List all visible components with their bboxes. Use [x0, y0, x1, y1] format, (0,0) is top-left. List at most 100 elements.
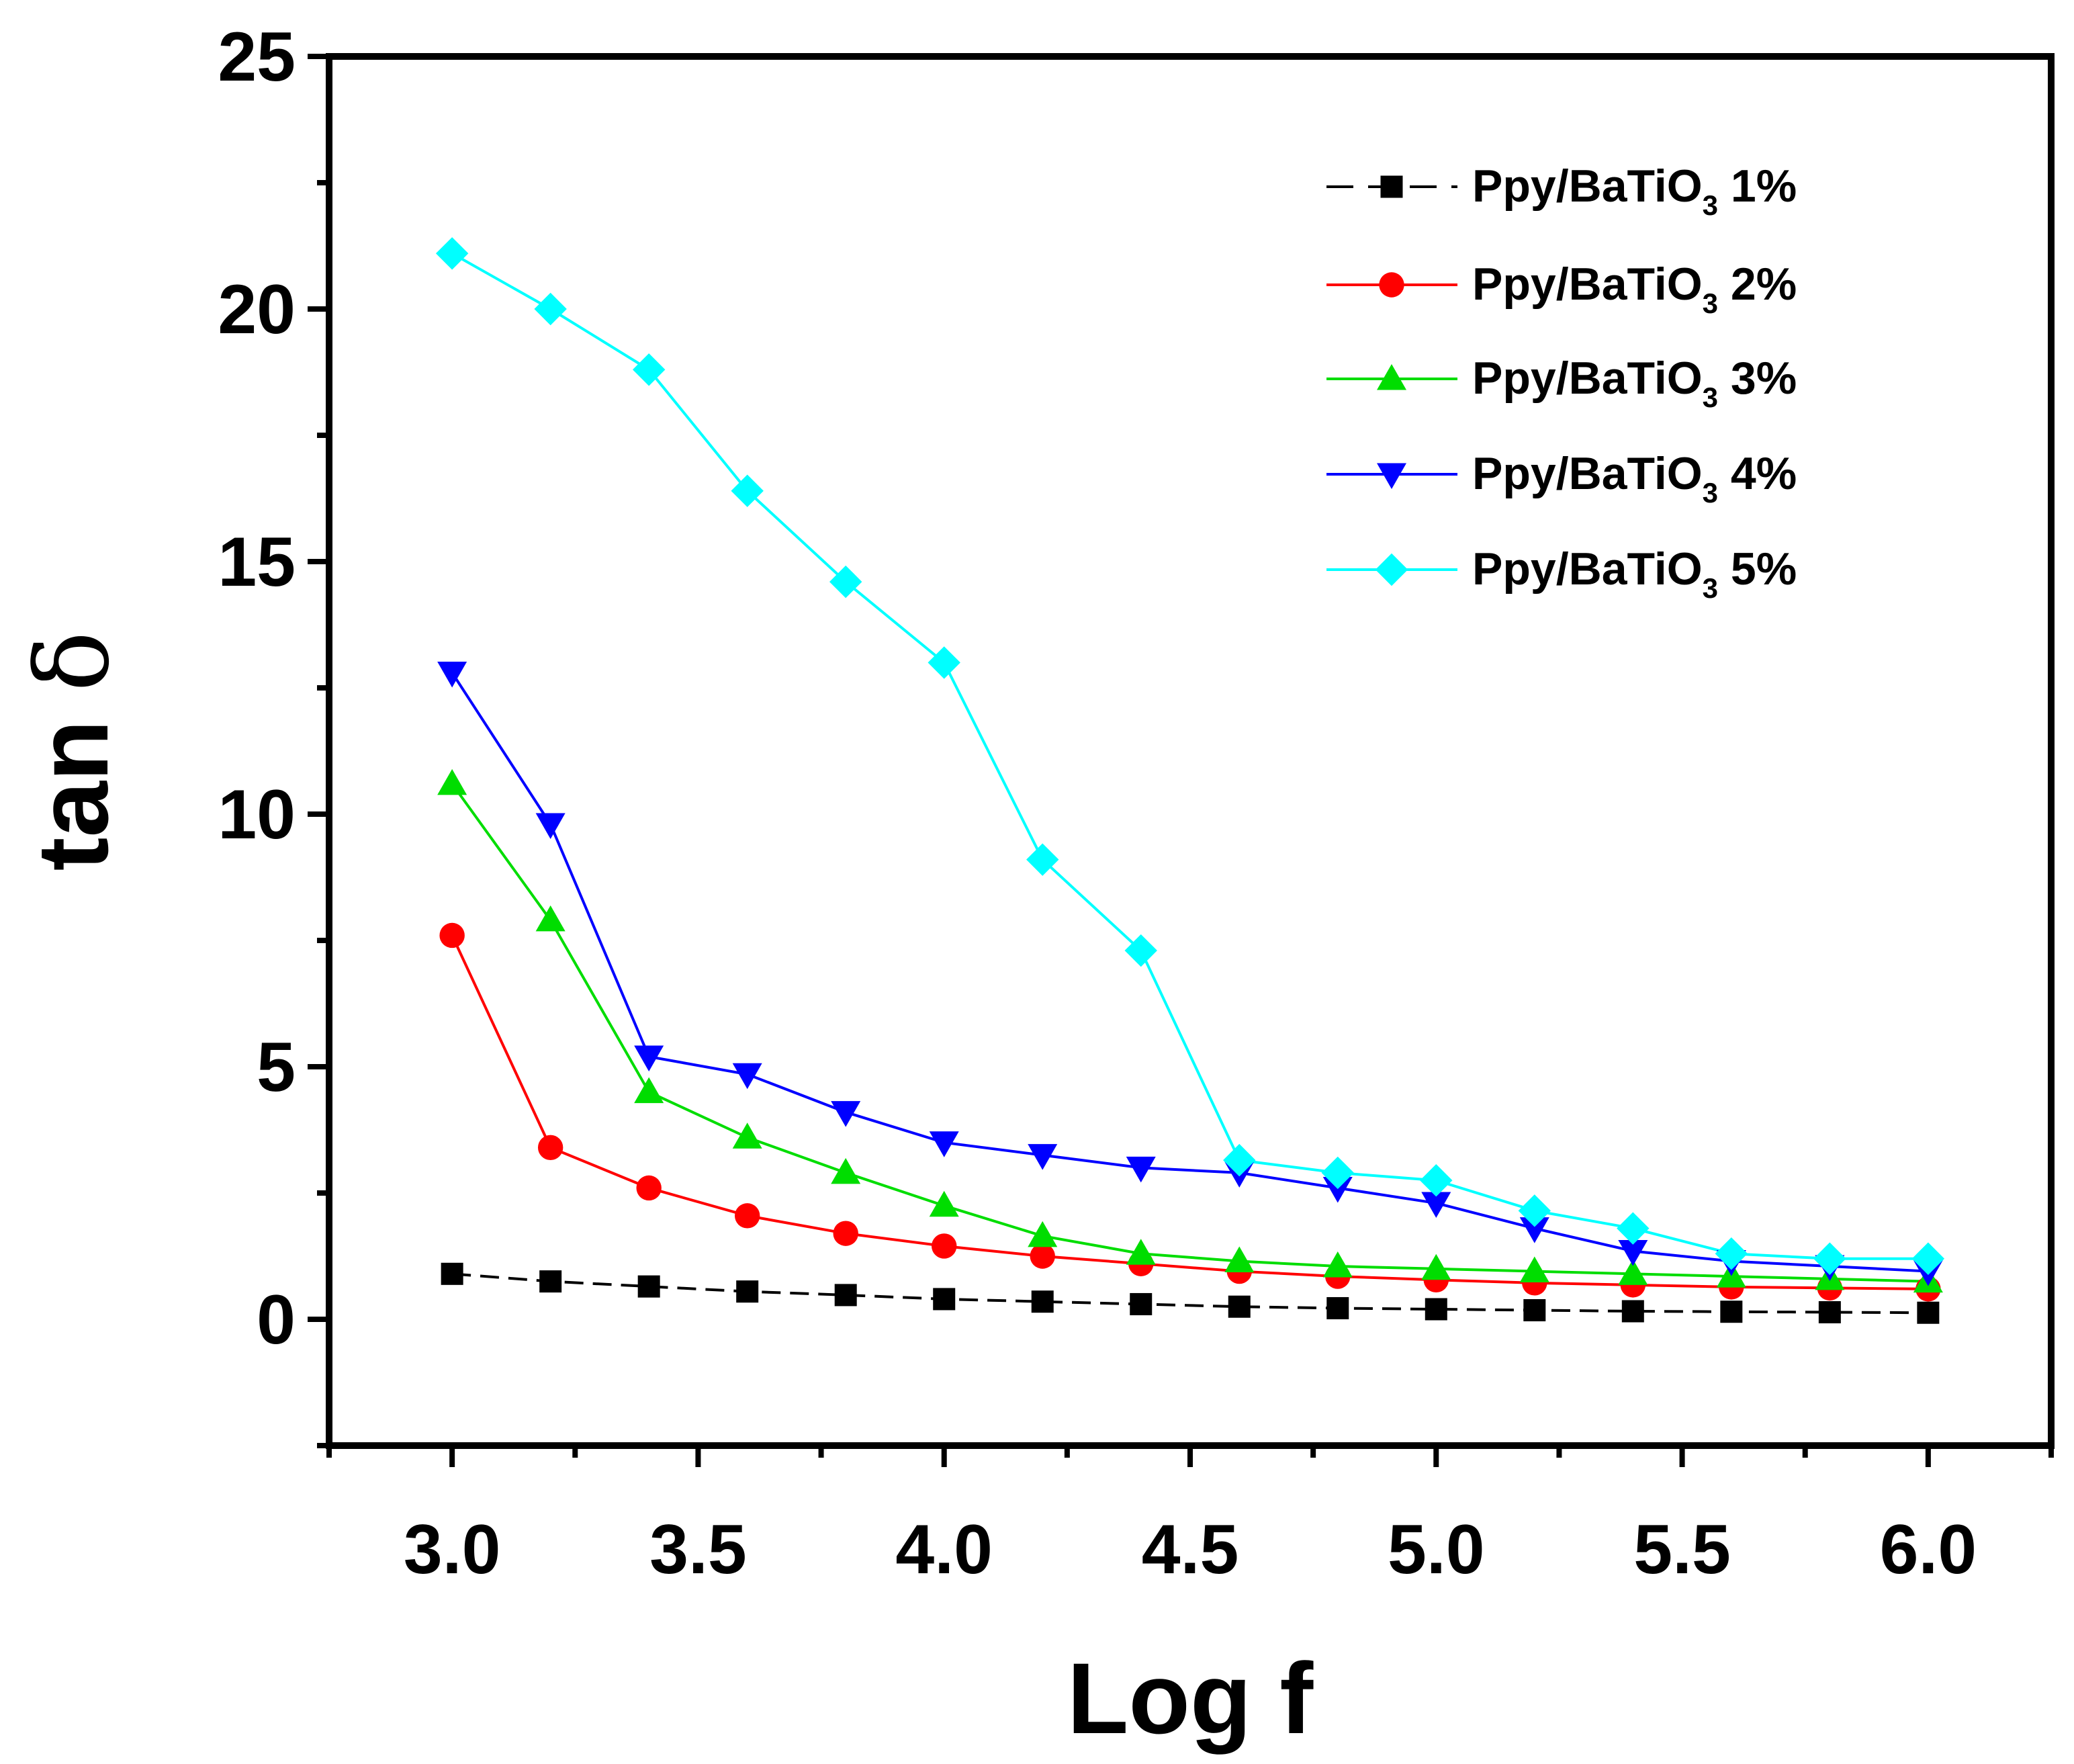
data-point	[632, 353, 666, 386]
x-tick-label: 4.0	[895, 1511, 993, 1589]
data-point	[734, 1203, 760, 1229]
series-line	[451, 252, 1928, 1260]
x-tick-label: 6.0	[1880, 1511, 1977, 1589]
data-point	[1028, 1221, 1058, 1247]
data-point	[1130, 1292, 1153, 1315]
x-tick-label: 3.5	[649, 1511, 747, 1589]
legend-entry-3pct: Ppy/BaTiO3 3%	[1472, 353, 1797, 413]
y-axis-ticks	[308, 54, 329, 1448]
data-point	[1223, 1143, 1256, 1177]
x-tick-label: 5.0	[1388, 1511, 1485, 1589]
data-point	[636, 1175, 662, 1201]
data-point	[1523, 1298, 1546, 1321]
legend-entry-2pct: Ppy/BaTiO3 2%	[1472, 259, 1797, 319]
legend-entry-1pct: Ppy/BaTiO3 1%	[1472, 161, 1797, 221]
data-point	[831, 1101, 861, 1127]
legend-swatches	[1326, 175, 1457, 586]
y-tick-label: 0	[257, 1281, 296, 1359]
data-point	[1421, 1192, 1451, 1219]
series-line	[451, 934, 1928, 1290]
x-tick-label: 5.5	[1633, 1511, 1731, 1589]
data-point	[732, 1122, 762, 1149]
data-point	[1124, 934, 1157, 967]
data-point	[834, 1284, 857, 1307]
legend: Ppy/BaTiO3 1% Ppy/BaTiO3 2% Ppy/BaTiO3 3…	[1326, 161, 1797, 604]
legend-label: Ppy/BaTiO3 4%	[1472, 448, 1797, 509]
data-point	[535, 905, 566, 932]
data-point	[437, 768, 467, 795]
data-point	[1224, 1246, 1255, 1273]
y-axis-tick-labels: 0 5 10 15 20 25	[218, 18, 296, 1359]
data-point	[932, 1233, 957, 1259]
legend-marker	[1375, 553, 1408, 586]
y-axis-title-main: tan	[16, 692, 129, 871]
series-lines	[451, 252, 1928, 1315]
series-markers	[435, 237, 1945, 1324]
data-point	[933, 1288, 956, 1311]
legend-entry-5pct: Ppy/BaTiO3 5%	[1472, 543, 1797, 604]
data-point	[833, 1221, 858, 1246]
legend-marker	[1380, 175, 1403, 198]
data-point	[435, 237, 469, 270]
data-point	[1715, 1237, 1748, 1270]
y-tick-label: 25	[218, 18, 296, 96]
series-line	[451, 783, 1928, 1283]
data-point	[1028, 1144, 1058, 1170]
x-tick-label: 3.0	[404, 1511, 501, 1589]
legend-entry-4pct: Ppy/BaTiO3 4%	[1472, 448, 1797, 509]
data-point	[1421, 1253, 1451, 1280]
legend-marker	[1379, 272, 1404, 298]
series-line	[451, 672, 1928, 1273]
data-point	[441, 1262, 463, 1285]
legend-label: Ppy/BaTiO3 2%	[1472, 259, 1797, 319]
x-axis-ticks	[326, 1446, 2054, 1467]
data-point	[1911, 1242, 1945, 1275]
x-tick-label: 4.5	[1142, 1511, 1239, 1589]
data-point	[1420, 1164, 1453, 1197]
data-point	[829, 565, 862, 599]
y-axis-title: tan δ	[15, 631, 132, 871]
legend-marker	[1377, 463, 1406, 489]
data-point	[1425, 1298, 1447, 1321]
y-axis-title-symbol: δ	[15, 631, 132, 692]
data-point	[1322, 1251, 1353, 1278]
data-point	[736, 1280, 759, 1303]
legend-marker	[1377, 364, 1406, 390]
data-point	[637, 1275, 660, 1298]
data-point	[1326, 1296, 1349, 1319]
data-point	[1026, 843, 1059, 876]
y-tick-label: 10	[218, 776, 296, 854]
data-point	[928, 646, 960, 679]
x-axis-title: Log f	[1067, 1642, 1314, 1755]
data-point	[537, 1135, 563, 1161]
data-point	[1818, 1300, 1841, 1323]
y-tick-label: 5	[257, 1028, 296, 1106]
data-point	[1228, 1295, 1251, 1318]
data-point	[929, 1190, 959, 1217]
data-point	[929, 1131, 959, 1157]
data-point	[1618, 1259, 1648, 1285]
data-point	[1917, 1301, 1940, 1324]
data-point	[732, 1063, 762, 1090]
data-point	[1322, 1176, 1353, 1203]
data-point	[535, 813, 566, 840]
data-point	[1030, 1243, 1055, 1269]
data-point	[634, 1077, 664, 1104]
data-point	[1519, 1256, 1549, 1283]
y-tick-label: 20	[218, 271, 296, 349]
data-point	[1518, 1194, 1551, 1227]
data-point	[1621, 1300, 1644, 1323]
legend-label: Ppy/BaTiO3 3%	[1472, 353, 1797, 413]
legend-label: Ppy/BaTiO3 5%	[1472, 543, 1797, 604]
data-point	[437, 661, 467, 688]
data-point	[1126, 1239, 1156, 1265]
data-point	[1617, 1212, 1650, 1245]
data-point	[539, 1270, 562, 1293]
data-point	[534, 292, 567, 326]
y-tick-label: 15	[218, 523, 296, 601]
data-point	[1126, 1156, 1156, 1183]
data-point	[831, 1157, 861, 1184]
legend-label: Ppy/BaTiO3 1%	[1472, 161, 1797, 221]
